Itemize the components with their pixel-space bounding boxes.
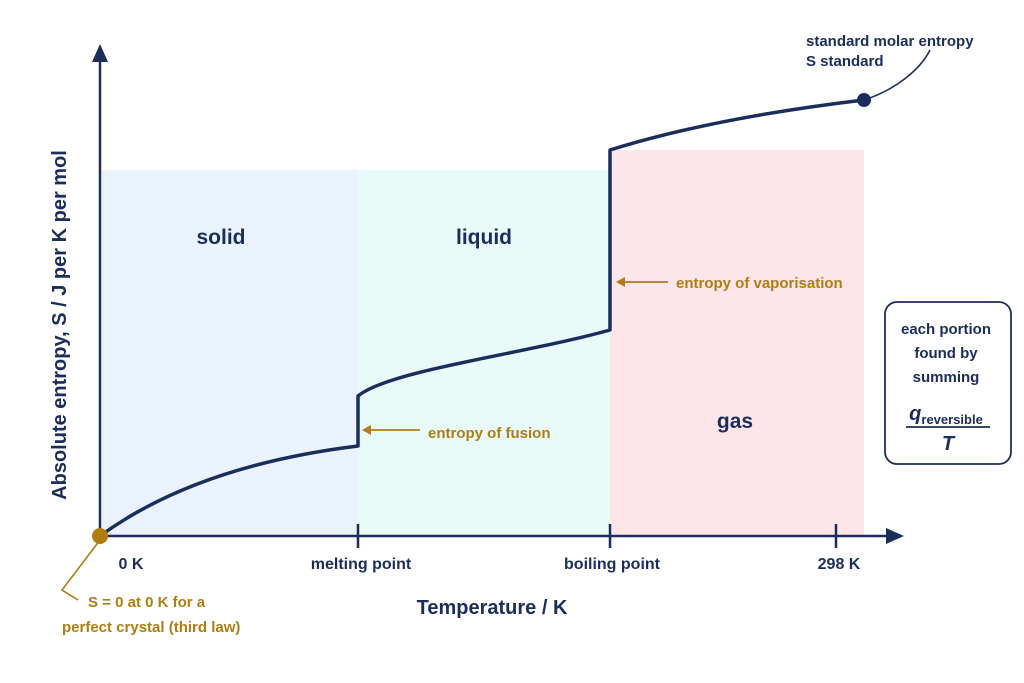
- zero-entropy-point: [92, 528, 108, 544]
- info-box-line2: found by: [914, 345, 978, 362]
- liquid-region: [358, 170, 610, 536]
- standard-label-line1: standard molar entropy: [806, 33, 974, 50]
- phase-label-gas: gas: [717, 410, 753, 433]
- numerator-subscript: reversible: [921, 412, 982, 427]
- entropy-curve: [98, 98, 865, 538]
- gas-region: [610, 150, 864, 536]
- standard-label-line2: S standard: [806, 53, 884, 70]
- solid-region: [102, 170, 358, 536]
- fusion-label: entropy of fusion: [428, 425, 551, 442]
- vaporisation-arrow-head: [616, 277, 625, 287]
- info-box: [884, 301, 1012, 465]
- x-axis-arrow: [886, 528, 904, 544]
- phase-label-solid: solid: [196, 226, 245, 249]
- tick-label-melting-point: melting point: [311, 556, 412, 573]
- third-law-label-line1: S = 0 at 0 K for a: [88, 594, 206, 611]
- tick-label-298k: 298 K: [818, 556, 861, 573]
- fusion-arrow-head: [362, 425, 371, 435]
- standard-leader-line: [863, 49, 931, 101]
- numerator-q: q: [909, 403, 921, 425]
- third-law-leader-line: [60, 539, 101, 601]
- info-box-numerator: qreversible: [909, 403, 983, 427]
- vaporisation-label: entropy of vaporisation: [676, 275, 843, 292]
- y-axis-title: Absolute entropy, S / J per K per mol: [49, 150, 71, 500]
- tick-label-boiling-point: boiling point: [564, 556, 661, 573]
- y-axis-arrow: [92, 44, 108, 62]
- info-box-line3: summing: [913, 369, 980, 386]
- info-box-line1: each portion: [901, 321, 991, 338]
- third-law-label-line2: perfect crystal (third law): [62, 619, 240, 636]
- x-axis-title: Temperature / K: [417, 597, 568, 619]
- phase-label-liquid: liquid: [456, 226, 512, 249]
- tick-label-0k: 0 K: [119, 556, 144, 573]
- info-box-denominator: T: [942, 433, 956, 455]
